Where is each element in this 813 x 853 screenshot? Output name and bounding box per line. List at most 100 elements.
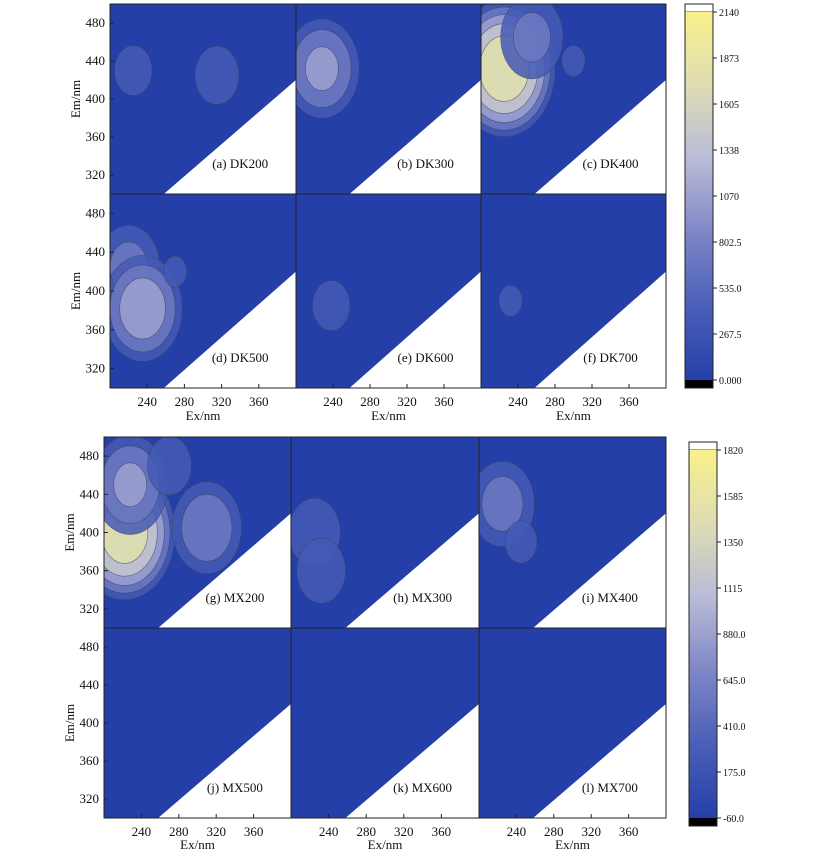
y-axis-title: Em/nm <box>68 80 83 118</box>
scatter-mask <box>158 513 291 628</box>
colorbar-gradient <box>689 450 717 818</box>
panel-label: (d) DK500 <box>212 350 269 365</box>
contour-level <box>194 45 240 105</box>
contour-level <box>181 493 233 562</box>
contour-level <box>119 277 166 340</box>
colorbar-tick-label: 1820 <box>723 446 743 457</box>
contour-level <box>163 255 188 288</box>
x-tick-label: 240 <box>319 824 339 839</box>
contour-level <box>113 462 147 508</box>
colorbar-tick-label: 175.0 <box>723 768 746 779</box>
eem-panel-4: (e) DK600 <box>295 193 482 389</box>
scatter-mask <box>533 513 666 628</box>
eem-panel-7: (h) MX300 <box>290 436 480 629</box>
eem-panel-1: (b) DK300 <box>295 3 482 195</box>
y-tick-label: 320 <box>80 601 100 616</box>
colorbar-tick-label: 1605 <box>719 100 739 111</box>
eem-panel-9: (j) MX500 <box>103 627 292 819</box>
panel-label: (j) MX500 <box>207 780 263 795</box>
colorbar-tick-label: 410.0 <box>723 722 746 733</box>
x-tick-label: 280 <box>360 394 380 409</box>
panel-label: (a) DK200 <box>212 156 268 171</box>
x-axis-title: Ex/nm <box>556 408 591 423</box>
colorbar-tick-label: 535.0 <box>719 284 742 295</box>
eem-axes: 320 360 400 440 480 Em/nm 320 360 400 440 480 Em/nm… <box>62 15 639 852</box>
panel-frame <box>480 193 667 389</box>
colorbar-top-cap <box>688 441 718 451</box>
y-tick-label: 400 <box>80 525 100 540</box>
y-tick-label: 400 <box>80 715 100 730</box>
colorbar-tick-label: 1115 <box>723 584 742 595</box>
scatter-mask <box>534 80 666 194</box>
eem-panel-6: (g) MX200 <box>103 436 292 629</box>
colorbar-tick-label: -60.0 <box>723 814 744 825</box>
contour-level <box>498 284 523 317</box>
x-axis-title: Ex/nm <box>371 408 406 423</box>
colorbar-tick-label: 802.5 <box>719 238 742 249</box>
y-tick-label: 480 <box>80 639 100 654</box>
colorbar-tick-label: 2140 <box>719 8 739 19</box>
colorbars: 2140 1873 1605 1338 1070 802.5 535.0 267.5 0.000… <box>684 3 746 827</box>
contour-level <box>305 46 339 91</box>
x-axis-title: Ex/nm <box>368 837 403 852</box>
y-axis-title: Em/nm <box>62 513 77 551</box>
panel-label: (c) DK400 <box>583 156 639 171</box>
x-tick-label: 320 <box>206 824 226 839</box>
colorbar-gradient <box>685 12 713 380</box>
x-tick-label: 360 <box>244 824 264 839</box>
x-tick-label: 280 <box>169 824 189 839</box>
panel-frame <box>478 627 667 819</box>
scatter-mask <box>158 704 291 818</box>
colorbar-tick-label: 1350 <box>723 538 743 549</box>
panel-label: (k) MX600 <box>393 780 452 795</box>
x-axis-title: Ex/nm <box>555 837 590 852</box>
panel-label: (l) MX700 <box>582 780 638 795</box>
eem-panels: (a) DK200 (b) DK300 (c) DK400 (d) DK500 (e) … <box>103 3 667 819</box>
colorbar-top-cap <box>684 3 714 13</box>
eem-panel-5: (f) DK700 <box>480 193 667 389</box>
colorbar-DK: 2140 1873 1605 1338 1070 802.5 535.0 267.5 0.000 <box>684 3 742 389</box>
panel-label: (h) MX300 <box>393 590 452 605</box>
x-tick-label: 360 <box>619 824 639 839</box>
x-axis-title: Ex/nm <box>180 837 215 852</box>
y-tick-label: 480 <box>86 205 106 220</box>
contour-level <box>561 45 586 77</box>
y-axis-title: Em/nm <box>62 704 77 742</box>
x-tick-label: 280 <box>545 394 565 409</box>
y-tick-label: 360 <box>86 129 106 144</box>
contour-level <box>512 12 551 63</box>
y-tick-label: 360 <box>80 753 100 768</box>
contour-level <box>147 437 192 496</box>
x-tick-label: 320 <box>397 394 417 409</box>
colorbar-bottom-cap <box>685 380 713 388</box>
contour-level <box>312 280 351 331</box>
y-tick-label: 480 <box>86 15 106 30</box>
colorbar-tick-label: 1873 <box>719 54 739 65</box>
x-tick-label: 320 <box>582 394 602 409</box>
eem-panel-10: (k) MX600 <box>290 627 480 819</box>
x-tick-label: 280 <box>356 824 376 839</box>
eem-panel-8: (i) MX400 <box>478 436 667 629</box>
x-tick-label: 240 <box>137 394 157 409</box>
x-tick-label: 240 <box>508 394 528 409</box>
scatter-mask <box>533 704 666 818</box>
x-tick-label: 320 <box>394 824 414 839</box>
x-tick-label: 320 <box>581 824 601 839</box>
eem-panel-3: (d) DK500 <box>109 193 297 389</box>
contour-level <box>296 537 346 604</box>
y-tick-label: 360 <box>86 322 106 337</box>
x-tick-label: 280 <box>175 394 195 409</box>
x-tick-label: 280 <box>544 824 564 839</box>
x-tick-label: 240 <box>507 824 527 839</box>
y-tick-label: 320 <box>86 361 106 376</box>
y-tick-label: 440 <box>86 53 106 68</box>
y-tick-label: 480 <box>80 448 100 463</box>
colorbar-tick-label: 880.0 <box>723 630 746 641</box>
y-tick-label: 360 <box>80 563 100 578</box>
y-tick-label: 440 <box>80 486 100 501</box>
x-tick-label: 360 <box>432 824 452 839</box>
y-axis-title: Em/nm <box>68 272 83 310</box>
contour-level <box>114 45 153 96</box>
eem-panel-2: (c) DK400 <box>480 3 667 195</box>
